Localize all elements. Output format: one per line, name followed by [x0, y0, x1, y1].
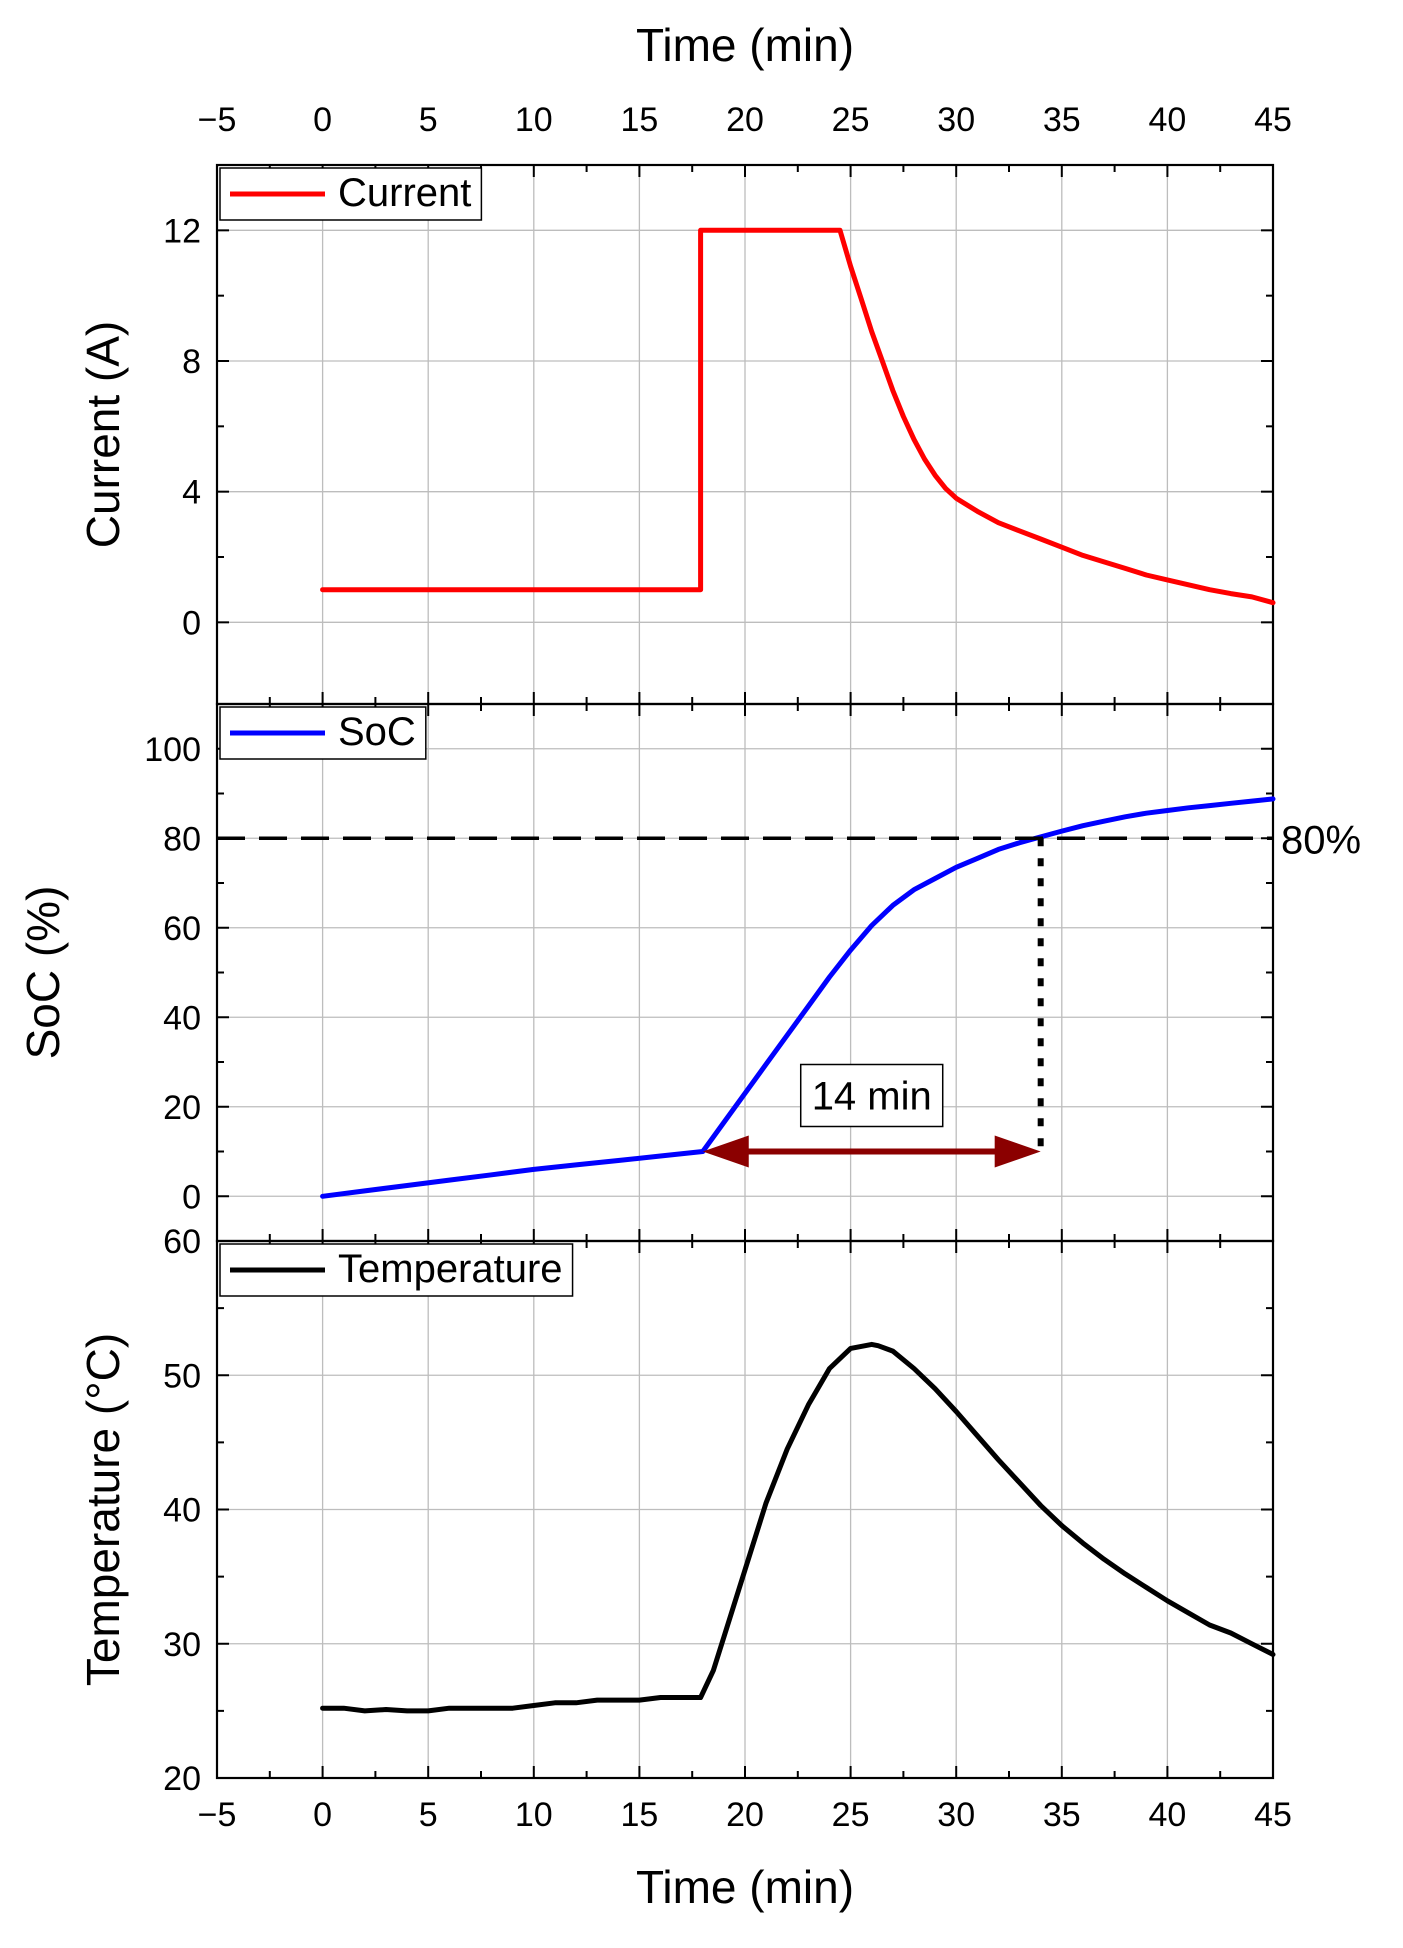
x-tick-label-bottom: 5: [419, 1796, 438, 1834]
y-tick-label: 12: [163, 212, 201, 250]
y-tick-label: 40: [163, 999, 201, 1037]
x-tick-label-bottom: 35: [1043, 1796, 1081, 1834]
x-tick-label-bottom: 15: [620, 1796, 658, 1834]
y-tick-label: 50: [163, 1357, 201, 1395]
span-label-box: [799, 1063, 944, 1128]
y-tick-label: 100: [144, 731, 201, 769]
legend-label-temperature: Temperature: [338, 1247, 563, 1291]
series-line-current: [320, 227, 1276, 606]
y-tick-label: 4: [182, 474, 201, 512]
y-tick-label: 20: [163, 1760, 201, 1798]
span-label: 14 min: [812, 1075, 932, 1119]
x-axis-title-top: Time (min): [636, 19, 854, 71]
x-tick-label-bottom: 45: [1254, 1796, 1292, 1834]
x-tick-label-bottom: 25: [832, 1796, 870, 1834]
series-line-soc: [320, 796, 1276, 1199]
x-tick-label-bottom: 20: [726, 1796, 764, 1834]
series-layer: [320, 227, 1276, 1714]
y-tick-label: 0: [182, 604, 201, 642]
x-tick-label-top: 20: [726, 101, 764, 139]
y-tick-label: 0: [182, 1178, 201, 1216]
y-axis-title-current: Current (A): [77, 321, 129, 548]
threshold-80-label: 80%: [1281, 818, 1361, 862]
legend-box-temperature: [219, 1243, 574, 1297]
span-arrow-head-left: [702, 1135, 749, 1168]
x-tick-label-bottom: −5: [198, 1796, 237, 1834]
x-axis-title-bottom: Time (min): [636, 1861, 854, 1913]
grid-layer: [217, 165, 1273, 1778]
x-tick-label-top: 30: [937, 101, 975, 139]
legends-layer: Current SoC Temperature: [219, 167, 574, 1297]
span-arrow-head-right: [994, 1135, 1041, 1168]
y-tick-label: 8: [182, 343, 201, 381]
x-tick-label-top: 10: [515, 101, 553, 139]
y-axis-title-soc: SoC (%): [17, 886, 69, 1060]
x-tick-label-top: 45: [1254, 101, 1292, 139]
x-tick-label-top: 25: [832, 101, 870, 139]
x-tick-label-top: 15: [620, 101, 658, 139]
x-tick-label-top: 35: [1043, 101, 1081, 139]
y-tick-label: 60: [163, 910, 201, 948]
x-tick-label-top: 0: [313, 101, 332, 139]
y-tick-label: 80: [163, 820, 201, 858]
series-line-temperature: [320, 1341, 1276, 1714]
y-axis-title-temperature: Temperature (°C): [77, 1333, 129, 1686]
y-tick-label: 40: [163, 1492, 201, 1530]
x-tick-label-bottom: 40: [1148, 1796, 1186, 1834]
y-tick-label: 20: [163, 1089, 201, 1127]
annotations-layer: 80% 14 min: [217, 818, 1361, 1168]
x-tick-label-top: 40: [1148, 101, 1186, 139]
x-tick-label-top: 5: [419, 101, 438, 139]
legend-label-soc: SoC: [338, 710, 416, 754]
x-tick-label-bottom: 0: [313, 1796, 332, 1834]
x-tick-label-bottom: 30: [937, 1796, 975, 1834]
y-tick-label: 60: [163, 1223, 201, 1261]
x-tick-label-bottom: 10: [515, 1796, 553, 1834]
y-tick-label: 30: [163, 1626, 201, 1664]
x-tick-label-top: −5: [198, 101, 237, 139]
legend-label-current: Current: [338, 171, 471, 215]
